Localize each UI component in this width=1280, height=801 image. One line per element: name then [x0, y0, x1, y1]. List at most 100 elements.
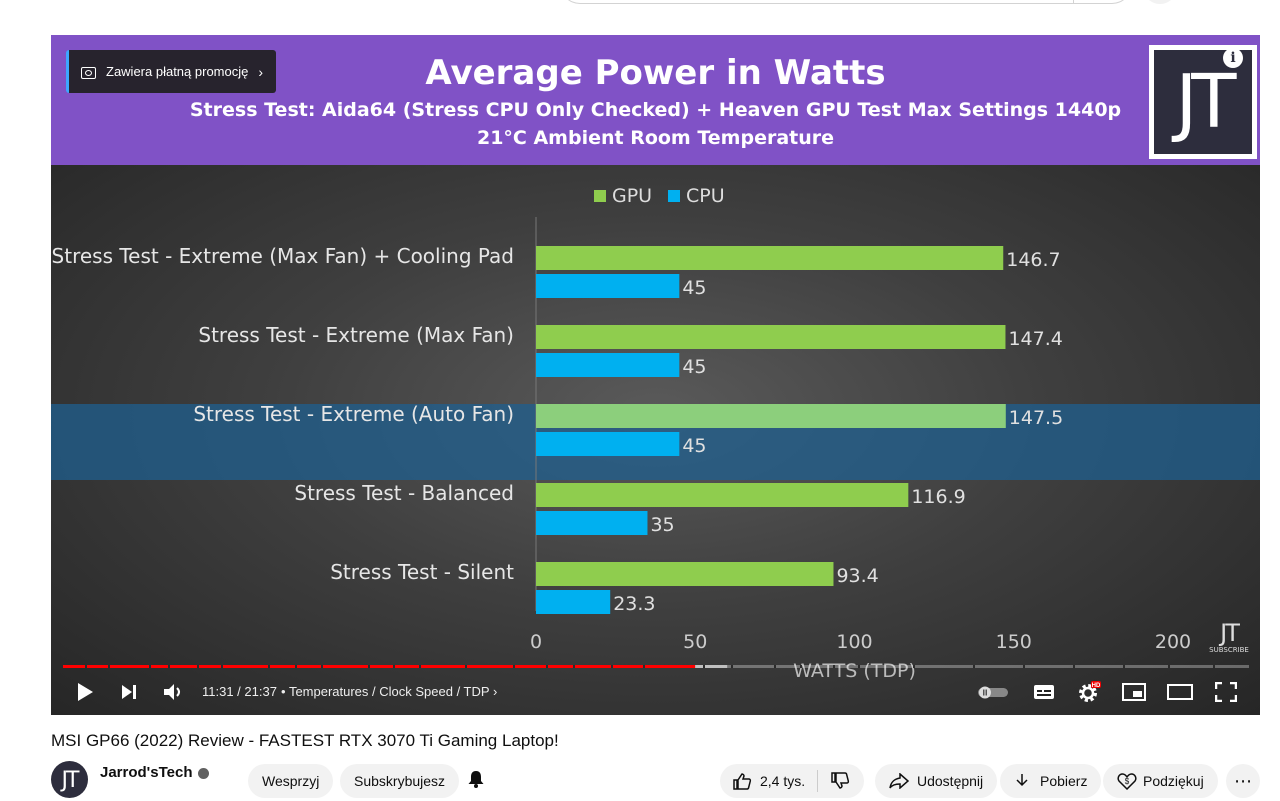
subscribe-watermark[interactable]: JT SUBSCRIBE	[1209, 620, 1249, 656]
data-label-cpu: 23.3	[613, 593, 655, 615]
video-title: MSI GP66 (2022) Review - FASTEST RTX 307…	[51, 731, 559, 750]
like-divider	[817, 770, 819, 792]
share-label: Udostępnij	[917, 773, 984, 789]
join-button[interactable]: Wesprzyj	[248, 764, 334, 798]
mute-button[interactable]	[161, 675, 187, 709]
x-tick-label: 100	[836, 631, 872, 653]
chapter-gap	[368, 665, 370, 668]
thumbs-up-icon	[733, 773, 752, 790]
x-tick-label: 0	[530, 631, 542, 653]
subscribe-button[interactable]: Subskrybujesz	[340, 764, 460, 798]
data-label-gpu: 93.4	[836, 565, 878, 587]
chapter-gap	[1023, 665, 1025, 668]
chapter-gap	[611, 665, 613, 668]
settings-button[interactable]: HD	[1076, 675, 1102, 709]
miniplayer-icon	[1122, 683, 1146, 701]
chapter-gap	[1123, 665, 1125, 668]
x-tick-label: 150	[996, 631, 1032, 653]
legend-swatch-gpu	[594, 190, 606, 202]
channel-name[interactable]: Jarrod'sTech	[100, 764, 209, 781]
category-label: Stress Test - Silent	[330, 560, 514, 584]
chapter-gap	[1168, 665, 1170, 668]
like-count: 2,4 tys.	[760, 773, 806, 789]
share-button[interactable]: Udostępnij	[875, 764, 998, 798]
data-label-cpu: 45	[682, 277, 706, 299]
volume-icon	[164, 684, 180, 700]
category-label: Stress Test - Extreme (Max Fan)	[198, 323, 514, 347]
category-label: Stress Test - Extreme (Max Fan) + Coolin…	[52, 244, 514, 268]
video-player[interactable]: Average Power in Watts Stress Test: Aida…	[51, 35, 1260, 715]
player-controls: 11:31 / 21:37 • Temperatures / Clock Spe…	[51, 675, 1260, 715]
skip-next-icon	[122, 685, 136, 699]
thanks-label: Podziękuj	[1143, 773, 1204, 789]
chapter-gap	[546, 665, 548, 668]
bar-cpu	[536, 511, 648, 535]
info-icon[interactable]: i	[1223, 48, 1243, 68]
next-button[interactable]	[117, 675, 141, 709]
more-icon: ⋯	[1234, 770, 1252, 791]
chapter-gap	[268, 665, 270, 668]
x-axis-label: WATTS (TDP)	[793, 660, 916, 682]
download-button[interactable]: Pobierz	[1000, 764, 1102, 798]
theater-mode-button[interactable]	[1167, 675, 1193, 709]
chapter-gap	[393, 665, 395, 668]
chapter-gap	[858, 665, 860, 668]
play-button[interactable]	[71, 675, 99, 709]
chapter-gap	[419, 665, 421, 668]
legend-swatch-cpu	[668, 190, 680, 202]
search-divider	[1073, 0, 1074, 4]
miniplayer-button[interactable]	[1121, 675, 1147, 709]
data-label-cpu: 45	[682, 356, 706, 378]
data-label-cpu: 35	[650, 514, 674, 536]
hd-badge: HD	[1092, 683, 1101, 689]
bell-icon[interactable]	[467, 770, 485, 788]
chapter-gap	[221, 665, 223, 668]
gear-icon: HD	[1079, 681, 1101, 702]
paid-promotion-label: Zawiera płatną promocję	[106, 64, 249, 79]
chapter-gap	[643, 665, 645, 668]
like-button[interactable]: 2,4 tys.	[720, 764, 865, 798]
bar-gpu	[536, 325, 1006, 349]
chapter-gap	[800, 665, 802, 668]
chapter-button[interactable]: • Temperatures / Clock Speed / TDP ›	[281, 684, 498, 699]
autoplay-toggle[interactable]	[976, 675, 1010, 709]
chevron-right-icon: ›	[258, 63, 264, 80]
chapter-gap	[774, 665, 776, 668]
bar-gpu	[536, 246, 1004, 270]
subtitles-button[interactable]	[1031, 675, 1057, 709]
chapter-gap	[295, 665, 297, 668]
voice-search-button[interactable]	[1143, 0, 1177, 4]
chapter-gap	[1213, 665, 1215, 668]
chapter-gap	[168, 665, 170, 668]
chapter-gap	[108, 665, 110, 668]
chart-title: Average Power in Watts	[425, 53, 886, 93]
x-tick-label: 200	[1155, 631, 1191, 653]
fullscreen-button[interactable]	[1213, 675, 1239, 709]
more-actions-button[interactable]: ⋯	[1226, 764, 1260, 798]
chapter-gap	[1073, 665, 1075, 668]
data-label-gpu: 116.9	[911, 486, 965, 508]
autoplay-icon	[978, 686, 1008, 699]
progress-bar[interactable]	[63, 665, 1249, 668]
chapter-gap	[703, 665, 705, 668]
bar-gpu	[536, 404, 1006, 428]
bar-chart: GPU CPU Stress Test - Extreme (Max Fan) + …	[51, 185, 1260, 682]
chart-subtitle: Stress Test: Aida64 (Stress CPU Only Che…	[189, 99, 1122, 121]
chapter-gap	[913, 665, 915, 668]
data-label-gpu: 146.7	[1006, 249, 1060, 271]
category-label: Stress Test - Extreme (Auto Fan)	[193, 402, 514, 426]
bar-cpu	[536, 353, 680, 377]
play-icon	[78, 683, 93, 701]
bar-gpu	[536, 562, 834, 586]
thanks-heart-icon: $	[1117, 773, 1137, 790]
channel-name-text: Jarrod'sTech	[100, 764, 193, 781]
chapter-gap	[573, 665, 575, 668]
thanks-button[interactable]: $ Podziękuj	[1103, 764, 1218, 798]
time-display: 11:31 / 21:37	[202, 684, 277, 699]
theater-icon	[1167, 684, 1193, 700]
data-label-gpu: 147.5	[1009, 407, 1063, 429]
paid-promotion-badge[interactable]: Zawiera płatną promocję ›	[66, 50, 276, 93]
bar-cpu	[536, 274, 680, 298]
channel-avatar[interactable]: JT	[51, 761, 88, 798]
search-bar-edge[interactable]	[560, 0, 1132, 4]
